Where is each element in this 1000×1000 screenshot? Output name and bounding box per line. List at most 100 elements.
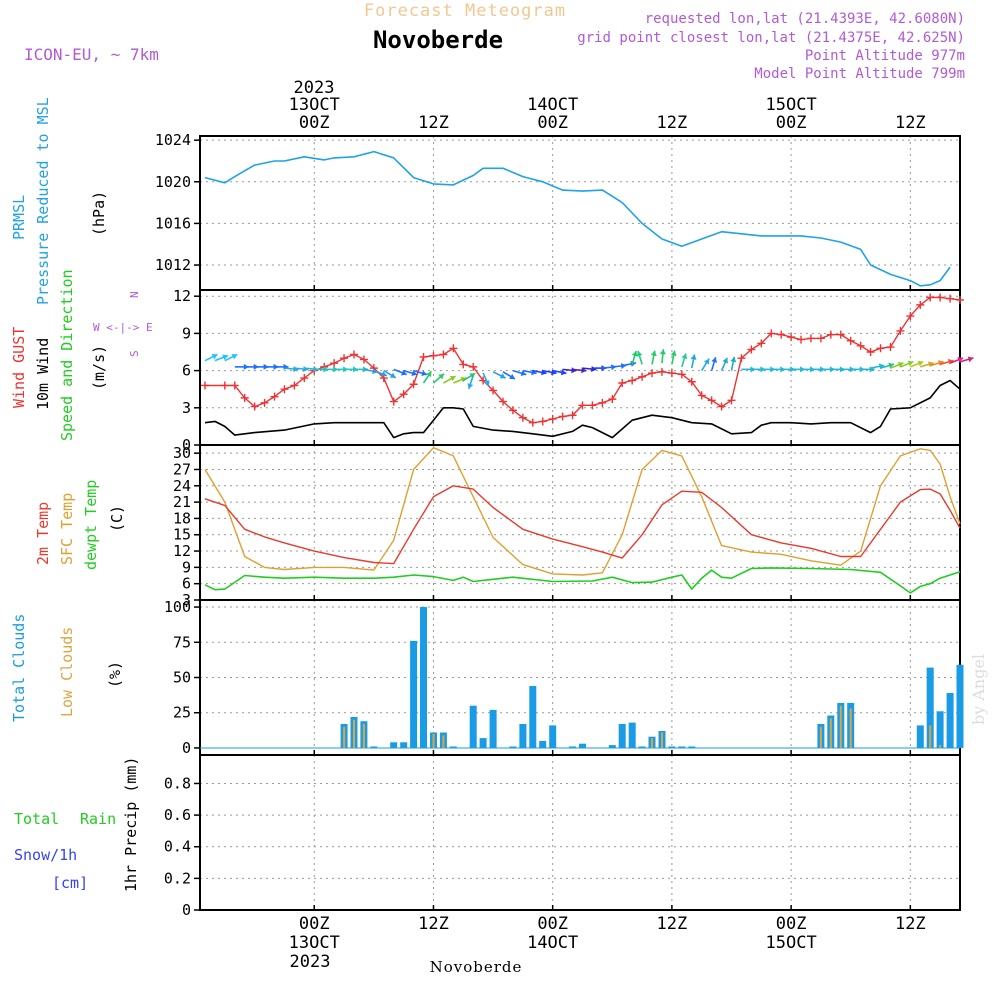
requested-coords: requested lon,lat (21.4393E, 42.6080N) bbox=[645, 11, 965, 27]
wind-label: 10m Wind bbox=[34, 338, 52, 410]
location-title: Novoberde bbox=[373, 26, 503, 54]
wind-arrow bbox=[631, 350, 638, 365]
wind-arrow-head bbox=[947, 358, 954, 365]
gust-marker bbox=[618, 379, 627, 387]
gust-label: Wind GUST bbox=[10, 327, 28, 408]
wind-arrow-head bbox=[711, 357, 718, 363]
gust-marker bbox=[886, 343, 895, 352]
clouds-unit-label: (%) bbox=[106, 661, 124, 688]
point-altitude: Point Altitude 977m bbox=[805, 48, 965, 64]
model-label: ICON-EU, ~ 7km bbox=[24, 45, 159, 64]
snow-label: Snow/1h bbox=[14, 846, 77, 864]
gust-marker bbox=[518, 413, 527, 422]
top-year: 2023 bbox=[294, 78, 335, 98]
gust-marker bbox=[558, 412, 567, 421]
total-cloud-bar bbox=[489, 709, 497, 748]
gust-marker bbox=[797, 335, 806, 344]
gust-marker bbox=[469, 362, 478, 371]
total-cloud-bar bbox=[420, 607, 427, 748]
wind-ytick-label: 3 bbox=[182, 399, 191, 417]
prmsl-line bbox=[204, 150, 951, 287]
low-cloud-bar bbox=[661, 732, 663, 748]
wind-arrow bbox=[413, 369, 428, 377]
gust-marker bbox=[409, 380, 418, 389]
wind-arrow bbox=[522, 369, 537, 376]
gust-marker bbox=[538, 417, 547, 426]
gust-marker bbox=[846, 336, 855, 345]
wind-arrow bbox=[910, 360, 924, 368]
footer-location: Novoberde bbox=[430, 958, 523, 976]
wind-ytick-label: 12 bbox=[173, 287, 191, 305]
gust-line bbox=[205, 296, 961, 424]
total-cloud-bar bbox=[608, 745, 616, 748]
wind-arrow-head bbox=[897, 361, 904, 368]
low-cloud-bar bbox=[929, 725, 932, 748]
temp-ytick-label: 9 bbox=[182, 558, 191, 576]
top-hour-label: 00Z bbox=[537, 113, 568, 133]
panels: 1012101610201024036912369121518212427300… bbox=[155, 131, 974, 919]
gust-marker bbox=[648, 369, 657, 378]
clouds-ytick-label: 0 bbox=[182, 739, 191, 757]
gust-marker bbox=[459, 360, 468, 369]
compass-n: N bbox=[128, 291, 141, 298]
precip-ytick-label: 0.8 bbox=[164, 774, 191, 792]
wind-arrow-head bbox=[730, 356, 737, 363]
gust-marker bbox=[787, 333, 796, 342]
wind-arrow bbox=[670, 350, 677, 365]
bottom-day-label: 13OCT bbox=[289, 933, 340, 953]
wind-arrow bbox=[870, 363, 885, 370]
wind-arrow-head bbox=[937, 360, 944, 366]
gust-marker bbox=[389, 397, 398, 406]
compass-s: S bbox=[128, 350, 141, 357]
total-cloud-bar bbox=[678, 746, 686, 748]
wind-arrow bbox=[681, 353, 688, 368]
total-cloud-bar bbox=[668, 746, 676, 748]
precip-ytick-label: 0 bbox=[182, 901, 191, 919]
watermark: by Angel bbox=[969, 654, 988, 725]
gust-marker bbox=[717, 402, 726, 411]
closest-coords: grid point closest lon,lat (21.4375E, 42… bbox=[577, 30, 965, 46]
wind-arrow bbox=[552, 369, 567, 376]
gust-marker bbox=[876, 344, 885, 353]
temp-unit-label: (C) bbox=[108, 505, 126, 532]
wind-arrow-head bbox=[449, 376, 456, 382]
total-cloud-bar bbox=[390, 742, 398, 748]
wind-speed-label: Speed and Direction bbox=[58, 269, 76, 441]
precip-panel: 0 0.2 0.4 0.6 0.8 bbox=[164, 754, 961, 919]
pressure-panel: 1012 1016 1020 1024 bbox=[155, 131, 961, 291]
total-cloud-bar bbox=[926, 667, 934, 748]
wind-arrow-head bbox=[231, 353, 238, 360]
total-cloud-bar bbox=[400, 742, 408, 748]
wind-arrow bbox=[939, 358, 954, 366]
total-cloud-bar bbox=[916, 725, 924, 748]
wind-arrow bbox=[949, 357, 964, 364]
gust-marker bbox=[657, 367, 666, 376]
wind-arrow bbox=[393, 368, 408, 376]
bottom-hour-label: 12Z bbox=[418, 914, 449, 934]
top-hour-label: 12Z bbox=[657, 113, 688, 133]
prmsl-unit-label: (hPa) bbox=[90, 191, 108, 236]
gust-marker bbox=[836, 330, 845, 339]
temp-2m-line bbox=[204, 485, 961, 565]
total-cloud-bar bbox=[638, 746, 646, 748]
wind-arrow-head bbox=[928, 361, 934, 368]
wind-arrow-head bbox=[967, 356, 974, 363]
wind-arrow-head bbox=[636, 350, 643, 357]
total-cloud-bar bbox=[509, 746, 517, 748]
gust-marker bbox=[697, 391, 706, 400]
gust-marker bbox=[200, 381, 209, 390]
gust-marker bbox=[608, 395, 617, 404]
low-cloud-bar bbox=[819, 726, 822, 748]
clouds-ytick-label: 75 bbox=[173, 633, 191, 651]
wind-ytick-label: 6 bbox=[182, 362, 191, 380]
snow-unit-label: [cm] bbox=[52, 874, 88, 892]
wind-arrow bbox=[542, 369, 557, 376]
gust-marker bbox=[250, 402, 259, 411]
gust-marker bbox=[548, 414, 557, 423]
gust-marker bbox=[946, 294, 955, 303]
gust-marker bbox=[598, 398, 607, 407]
dewpt-label: dewpt Temp bbox=[82, 480, 100, 570]
